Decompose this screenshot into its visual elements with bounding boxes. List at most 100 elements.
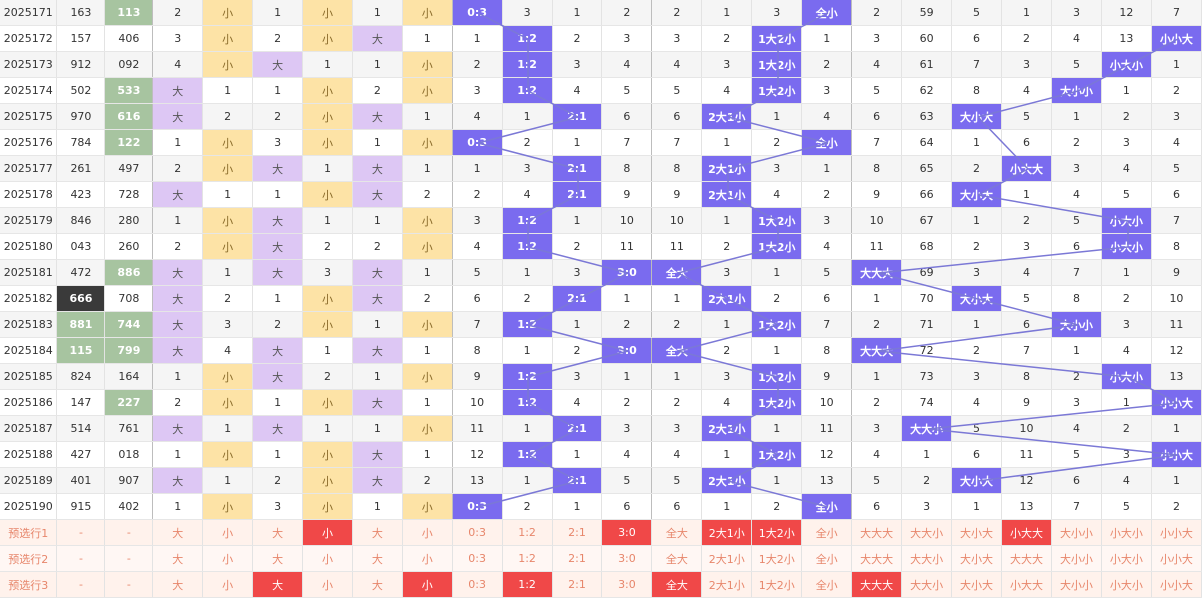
ratio-cell: 4: [552, 77, 603, 104]
preselect-option[interactable]: 3:0: [601, 519, 653, 546]
preselect-option[interactable]: 小: [402, 545, 453, 572]
preselect-option[interactable]: 2:1: [552, 519, 603, 546]
size-cell: 大: [152, 259, 204, 286]
preselect-option[interactable]: 1大2小: [751, 545, 803, 572]
pattern-cell: 4: [1051, 25, 1102, 52]
pattern-cell: 2: [1051, 129, 1102, 156]
table-row: 2025176 784 122 1 小 3 小 1 小 0:3 2 1 7 7 1 2 全小 7 64 1 6 2 3 4: [0, 129, 1202, 156]
ratio-cell: 4: [502, 181, 553, 208]
preselect-row[interactable]: 预选行2- - 大小大小大小 0:3 1:2 2:1 3:0 全大 2大1小 1大2小 全小 大大大大…: [0, 545, 1202, 572]
preselect-option[interactable]: 2大1小: [701, 545, 753, 572]
preselect-option[interactable]: 小: [302, 519, 353, 546]
preselect-option[interactable]: 1:2: [502, 545, 553, 572]
preselect-option[interactable]: 大大大: [851, 519, 903, 546]
preselect-row[interactable]: 预选行3- - 大小大小大小 0:3 1:2 2:1 3:0 全大 2大1小 1大2小 全小 大大大大…: [0, 571, 1202, 598]
draw-number-cell: 799: [104, 337, 154, 364]
pattern-cell: 3: [1051, 155, 1102, 182]
preselect-option[interactable]: 小大小: [1101, 571, 1152, 598]
preselect-option[interactable]: 全大: [651, 545, 703, 572]
combo-cell: 3: [701, 363, 753, 390]
preselect-option[interactable]: 大: [352, 571, 403, 598]
combo-cell: 4: [651, 441, 703, 468]
preselect-option[interactable]: 大大大: [1001, 545, 1052, 572]
preselect-option[interactable]: 全小: [801, 545, 853, 572]
preselect-option[interactable]: 大大大: [851, 571, 903, 598]
preselect-option[interactable]: 大: [152, 571, 204, 598]
preselect-option[interactable]: 大: [252, 545, 304, 572]
draw-number-cell: 164: [104, 363, 154, 390]
preselect-option[interactable]: 大小大: [951, 519, 1003, 546]
preselect-option[interactable]: 大: [352, 519, 403, 546]
pattern-cell: 2: [1151, 77, 1202, 104]
preselect-option[interactable]: 小小大: [1151, 571, 1202, 598]
preselect-option[interactable]: 1:2: [502, 571, 553, 598]
preselect-option[interactable]: 大大大: [851, 545, 903, 572]
preselect-option[interactable]: 2:1: [552, 571, 603, 598]
size-cell: 2: [402, 467, 453, 494]
preselect-option[interactable]: 小小大: [1151, 519, 1202, 546]
preselect-option[interactable]: 小: [302, 571, 353, 598]
preselect-option[interactable]: 全大: [651, 571, 703, 598]
pattern-cell: 2: [851, 0, 903, 26]
preselect-option[interactable]: 小: [302, 545, 353, 572]
preselect-option[interactable]: 0:3: [452, 545, 503, 572]
preselect-option[interactable]: 小大大: [1001, 519, 1052, 546]
preselect-option[interactable]: 大小大: [951, 571, 1003, 598]
preselect-row[interactable]: 预选行1- - 大小大小大小 0:3 1:2 2:1 3:0 全大 2大1小 1大2小 全小 大大大大…: [0, 519, 1202, 546]
preselect-option[interactable]: 大: [152, 519, 204, 546]
preselect-option[interactable]: 0:3: [452, 519, 503, 546]
preselect-option[interactable]: 全小: [801, 519, 853, 546]
preselect-option[interactable]: 3:0: [601, 571, 653, 598]
combo-cell: 6: [801, 285, 853, 312]
preselect-option[interactable]: 小小大: [1151, 545, 1202, 572]
preselect-option[interactable]: 大: [252, 519, 304, 546]
size-cell: 小: [402, 129, 453, 156]
preselect-option[interactable]: 大小小: [1051, 519, 1102, 546]
preselect-option[interactable]: 大: [352, 545, 403, 572]
preselect-option[interactable]: 大: [252, 571, 304, 598]
preselect-option[interactable]: 1:2: [502, 519, 553, 546]
preselect-option[interactable]: 大大小: [901, 519, 953, 546]
preselect-option[interactable]: 大小小: [1051, 545, 1102, 572]
preselect-option[interactable]: 大小小: [1051, 571, 1102, 598]
combo-cell: 1: [801, 25, 853, 52]
preselect-option[interactable]: 2大1小: [701, 571, 753, 598]
preselect-option[interactable]: 3:0: [601, 545, 653, 572]
preselect-option[interactable]: 小大小: [1101, 545, 1152, 572]
preselect-option[interactable]: 大大小: [901, 571, 953, 598]
combo-cell: 1: [651, 363, 703, 390]
preselect-cell: -: [56, 545, 106, 572]
ratio-cell: 2:1: [552, 285, 603, 312]
preselect-option[interactable]: 全大: [651, 519, 703, 546]
combo-cell: 6: [651, 493, 703, 520]
preselect-option[interactable]: 大: [152, 545, 204, 572]
preselect-option[interactable]: 小大小: [1101, 519, 1152, 546]
preselect-option[interactable]: 小: [202, 519, 254, 546]
preselect-option[interactable]: 小: [202, 545, 254, 572]
preselect-option[interactable]: 2大1小: [701, 519, 753, 546]
pattern-cell: 59: [901, 0, 953, 26]
preselect-option[interactable]: 小: [402, 519, 453, 546]
ratio-cell: 1: [502, 259, 553, 286]
pattern-cell: 2: [951, 155, 1003, 182]
ratio-cell: 2: [552, 337, 603, 364]
combo-cell: 1大2小: [751, 311, 803, 338]
ratio-cell: 3: [452, 207, 503, 234]
combo-cell: 1: [751, 467, 803, 494]
preselect-option[interactable]: 全小: [801, 571, 853, 598]
preselect-option[interactable]: 1大2小: [751, 519, 803, 546]
preselect-option[interactable]: 2:1: [552, 545, 603, 572]
preselect-option[interactable]: 大大小: [901, 545, 953, 572]
size-cell: 大: [352, 259, 403, 286]
preselect-option[interactable]: 小: [202, 571, 254, 598]
preselect-option[interactable]: 大小大: [951, 545, 1003, 572]
preselect-option[interactable]: 小大大: [1001, 571, 1052, 598]
size-cell: 大: [152, 181, 204, 208]
ratio-cell: 5: [452, 259, 503, 286]
ratio-cell: 2:1: [552, 415, 603, 442]
preselect-option[interactable]: 0:3: [452, 571, 503, 598]
preselect-option[interactable]: 小: [402, 571, 453, 598]
preselect-option[interactable]: 1大2小: [751, 571, 803, 598]
ratio-cell: 1: [552, 0, 603, 26]
size-cell: 1: [252, 181, 304, 208]
